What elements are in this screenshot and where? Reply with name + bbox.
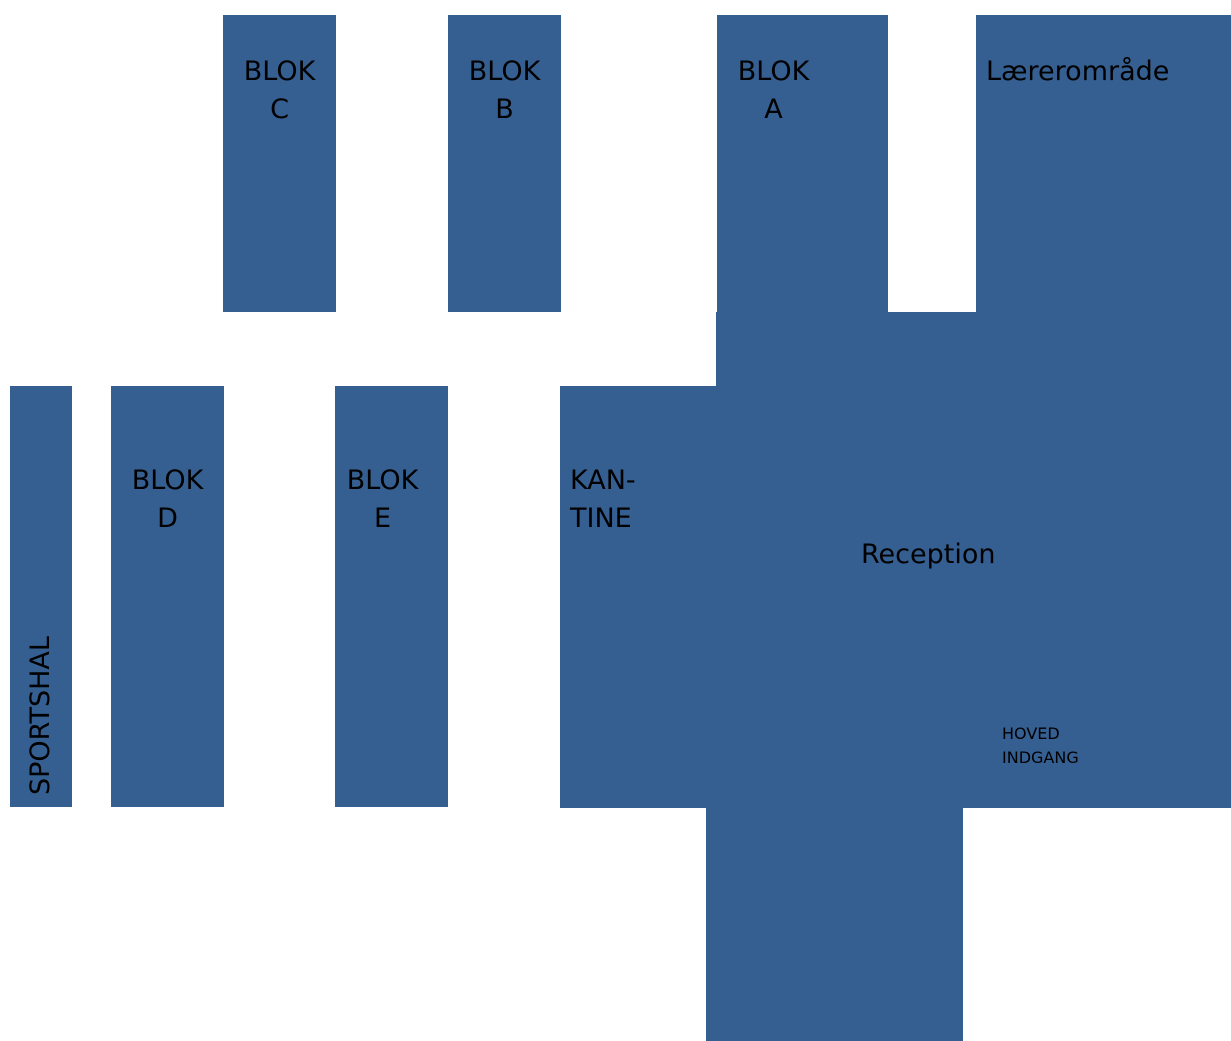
kantine-label-line1: KAN- [570, 465, 636, 496]
blok-b-label-line1: BLOK [468, 56, 541, 87]
blok-c-label-line2: C [270, 94, 289, 125]
hovedindgang-label-line1: HOVED [1002, 724, 1060, 743]
reception-label: Reception [861, 539, 996, 570]
blok-a-building[interactable] [717, 15, 888, 315]
kantine-label: KAN- TINE [570, 462, 636, 538]
blok-b-building[interactable] [448, 15, 561, 312]
blok-c-label-line1: BLOK [243, 56, 316, 87]
blok-a-label-line1: BLOK [737, 56, 810, 87]
blok-d-building[interactable] [111, 386, 224, 807]
blok-b-label: BLOK B [448, 53, 561, 129]
blok-a-label: BLOK A [717, 53, 830, 129]
laererområde-building[interactable] [976, 15, 1231, 315]
sportshal-label: SPORTSHAL [25, 636, 56, 795]
kantine-label-line2: TINE [570, 503, 632, 534]
blok-d-label-line2: D [157, 503, 178, 534]
main-building-upper [716, 312, 1231, 388]
blok-c-building[interactable] [223, 15, 336, 312]
blok-d-label-line1: BLOK [131, 465, 204, 496]
hovedindgang-label-line2: INDGANG [1002, 748, 1079, 767]
blok-d-label: BLOK D [111, 462, 224, 538]
blok-e-label-line1: BLOK [346, 465, 419, 496]
blok-e-building[interactable] [335, 386, 448, 807]
blok-a-label-line2: A [764, 94, 783, 125]
blok-b-label-line2: B [495, 94, 514, 125]
laererområde-label: Lærerområde [986, 56, 1170, 87]
sportshal-building[interactable] [10, 386, 72, 807]
kantine-reception-building[interactable] [560, 386, 1231, 808]
blok-c-label: BLOK C [223, 53, 336, 129]
south-wing-building[interactable] [706, 806, 963, 1041]
blok-e-label: BLOK E [326, 462, 439, 538]
blok-e-label-line2: E [373, 503, 392, 534]
hovedindgang-label: HOVED INDGANG [1002, 722, 1079, 770]
